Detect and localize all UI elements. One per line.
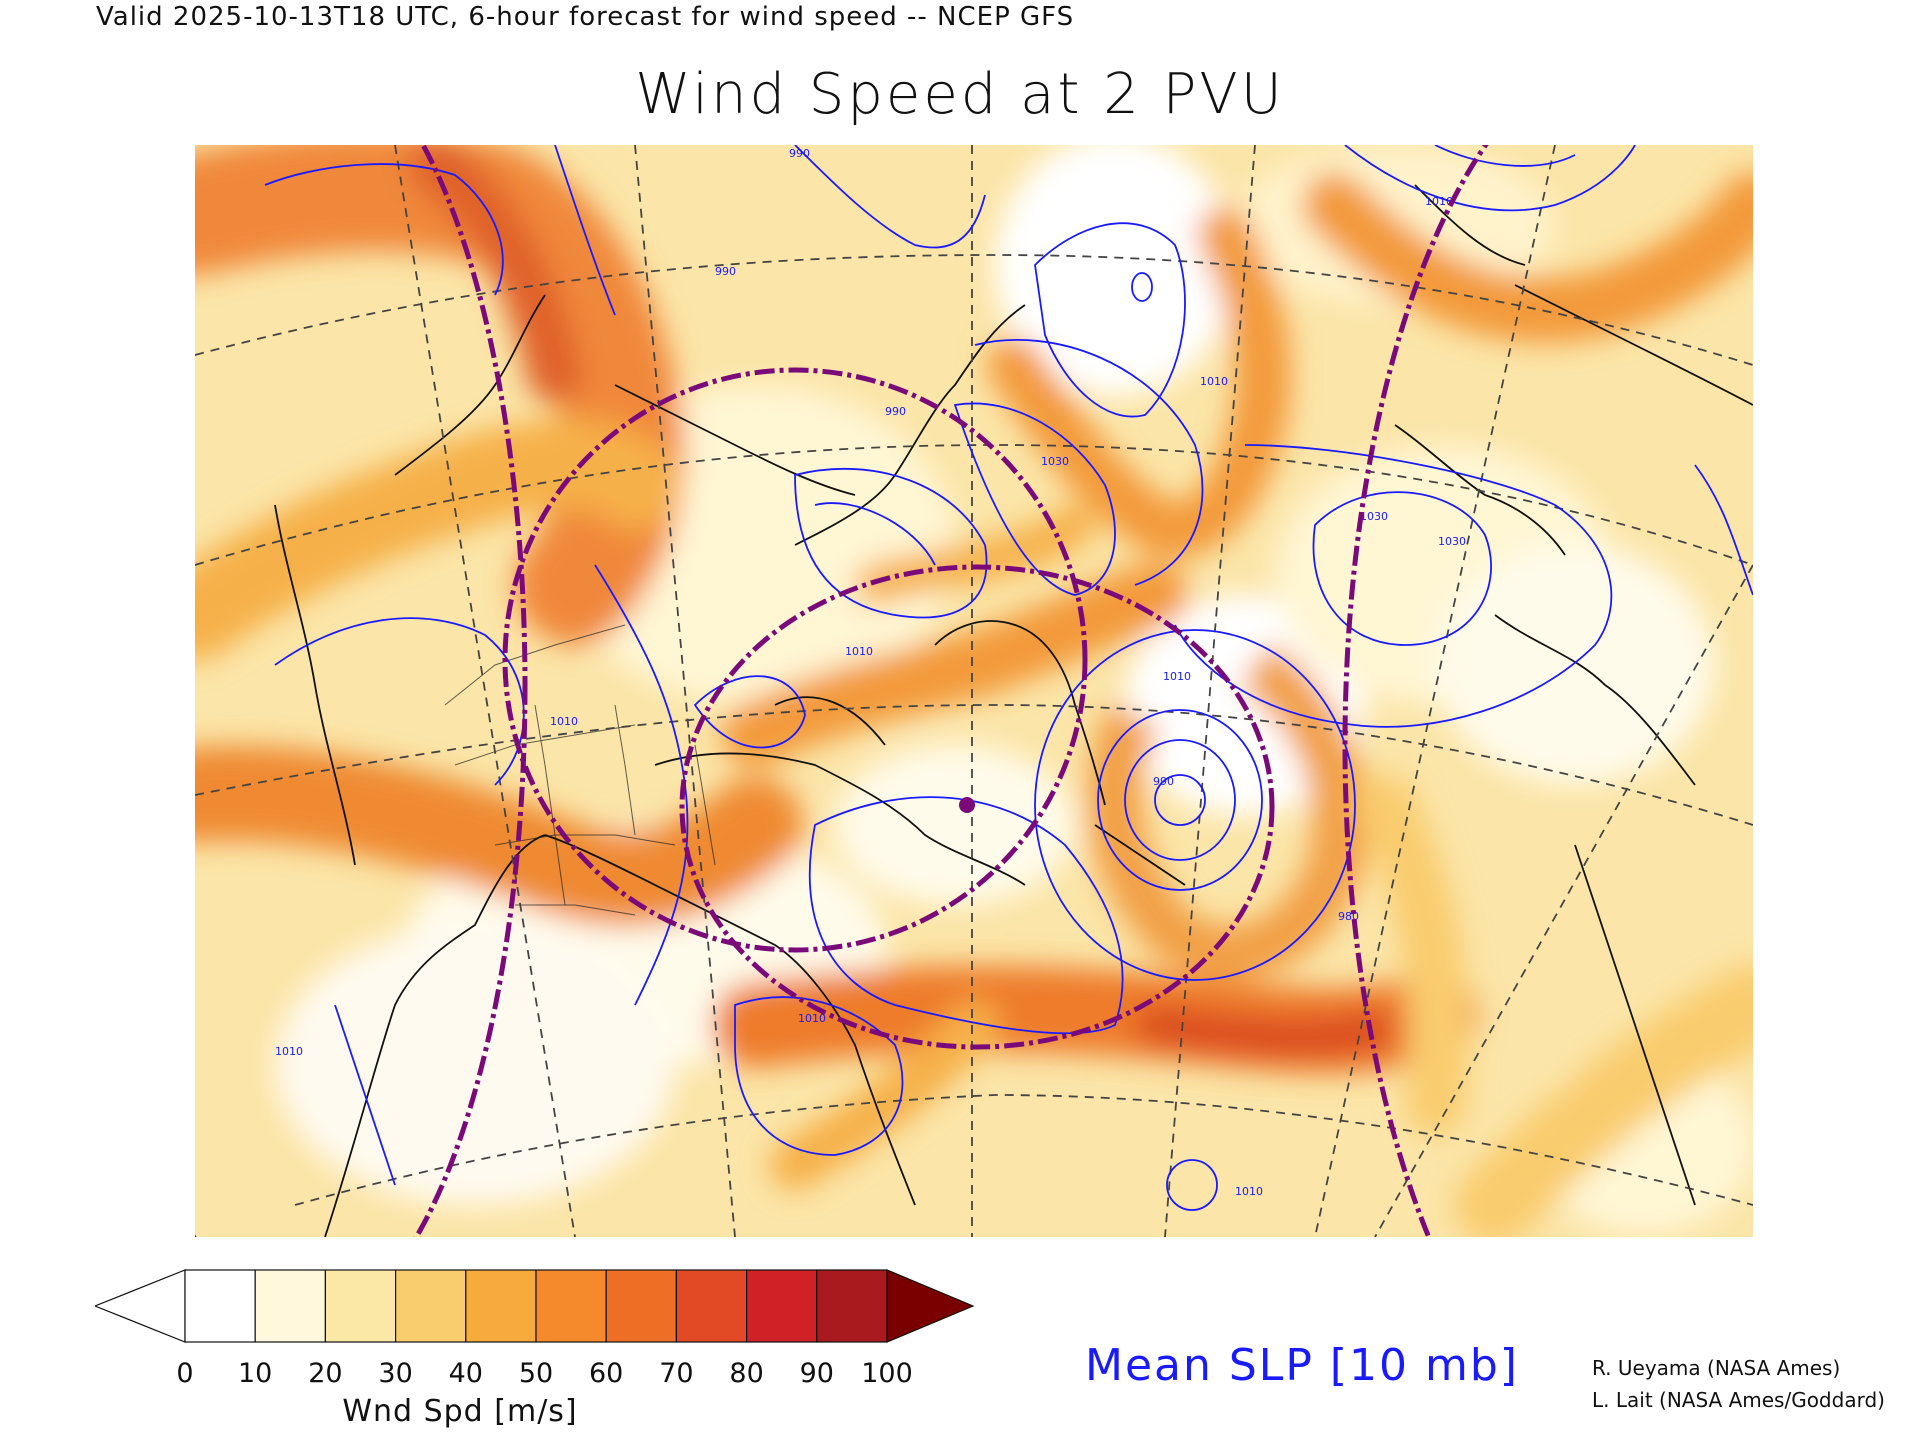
colorbar-swatch [816, 1269, 888, 1343]
contour-label: 1030 [1041, 455, 1069, 468]
colorbar-tick-label: 40 [448, 1358, 483, 1389]
colorbar-swatch [184, 1269, 256, 1343]
colorbar-tick-label: 60 [589, 1358, 624, 1389]
contour-label: 1010 [1425, 195, 1453, 208]
colorbar-min-arrow [95, 1269, 186, 1343]
colorbar-tick-label: 20 [308, 1358, 343, 1389]
slp-contour-labels: 990 990 990 990 1010 1010 1010 1010 1010… [275, 147, 1466, 1198]
contour-label: 1030 [1360, 510, 1388, 523]
colorbar-label: Wnd Spd [m/s] [342, 1394, 578, 1429]
coastlines [274, 184, 1753, 1237]
slp-contours [264, 145, 1753, 1211]
colorbar-boxes [184, 1269, 888, 1343]
contour-label: 1010 [1200, 375, 1228, 388]
colorbar-swatch [395, 1269, 467, 1343]
colorbar-tick-label: 90 [799, 1358, 834, 1389]
wind-speed-colorbar [95, 1269, 975, 1343]
colorbar-tick-label: 80 [729, 1358, 764, 1389]
contour-label: 1010 [1163, 670, 1191, 683]
colorbar-swatch [324, 1269, 397, 1343]
wind-speed-shading [195, 145, 1753, 1237]
wind-speed-map: 990 990 990 990 1010 1010 1010 1010 1010… [195, 145, 1753, 1237]
contour-label: 1010 [275, 1045, 303, 1058]
colorbar-swatch [465, 1269, 537, 1343]
valid-time-header: Valid 2025-10-13T18 UTC, 6-hour forecast… [96, 2, 1075, 32]
colorbar-max-arrow [886, 1269, 975, 1343]
lat-lon-grid [195, 145, 1753, 1237]
colorbar-swatch [535, 1269, 607, 1343]
colorbar-tick-label: 10 [238, 1358, 273, 1389]
contour-label: 1010 [845, 645, 873, 658]
colorbar-tick-label: 0 [176, 1358, 194, 1389]
slp-overlay-label: Mean SLP [10 mb] [1085, 1340, 1519, 1391]
reference-point-marker [959, 797, 975, 813]
contour-label: 1010 [798, 1012, 826, 1025]
colorbar-tick-label: 30 [378, 1358, 413, 1389]
colorbar-tick-label: 70 [659, 1358, 694, 1389]
colorbar-swatch [745, 1269, 818, 1343]
contour-label: 1010 [1235, 1185, 1263, 1198]
colorbar-swatch [675, 1269, 748, 1343]
inner-circle [679, 564, 1275, 1050]
colorbar-tick-label: 50 [518, 1358, 554, 1389]
contour-label: 990 [885, 405, 906, 418]
reference-circles [195, 145, 1489, 1237]
low-center-atlantic [1097, 709, 1263, 891]
contour-label: 990 [789, 147, 810, 160]
colorbar-swatch [605, 1269, 678, 1343]
contour-label: 990 [1153, 775, 1174, 788]
credit-line-2: L. Lait (NASA Ames/Goddard) [1592, 1388, 1885, 1412]
contour-label: 1030 [1438, 535, 1466, 548]
contour-label: 1010 [550, 715, 578, 728]
colorbar-tick-label: 100 [861, 1358, 913, 1389]
contour-label: 990 [715, 265, 736, 278]
credit-line-1: R. Ueyama (NASA Ames) [1592, 1356, 1841, 1380]
colorbar-swatch [254, 1269, 326, 1343]
map-title: Wind Speed at 2 PVU [635, 62, 1285, 127]
